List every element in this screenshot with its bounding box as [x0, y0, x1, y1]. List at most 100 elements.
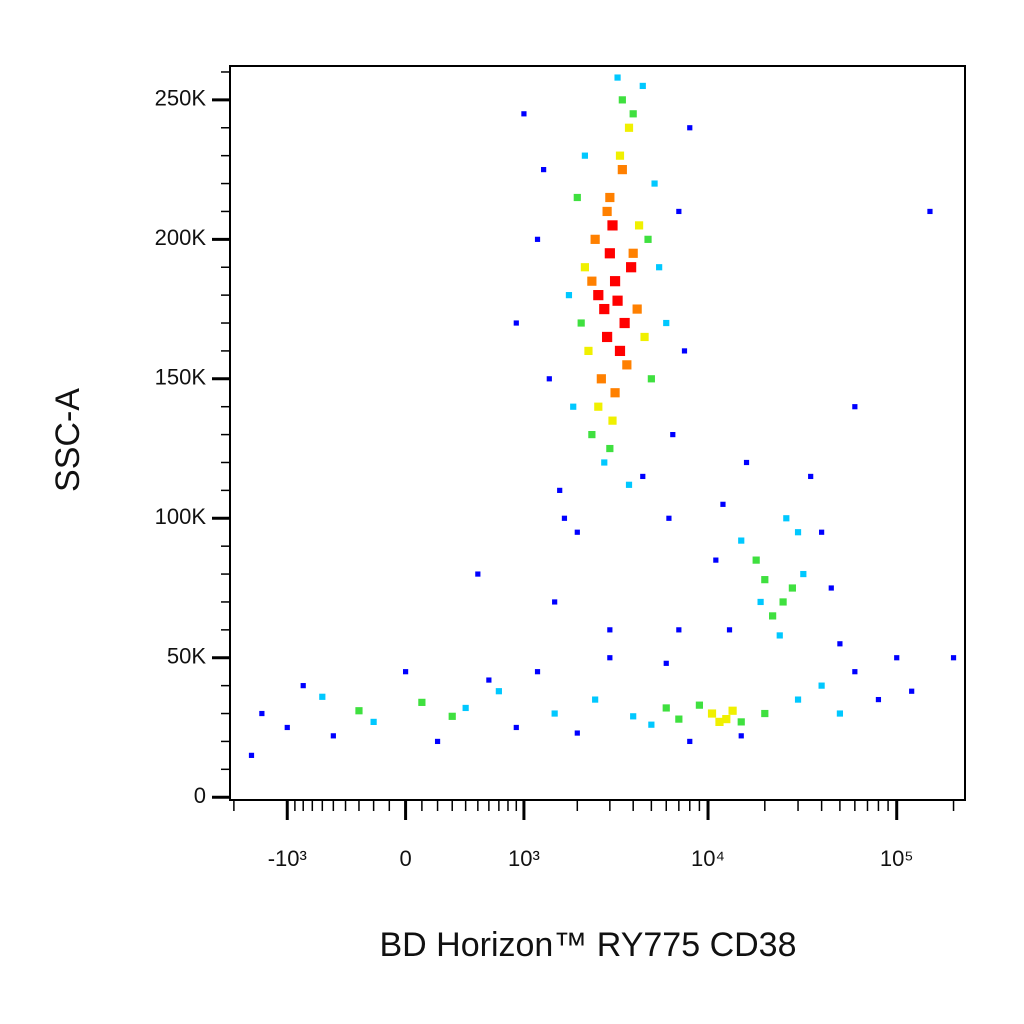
point: [618, 96, 626, 104]
point: [776, 632, 783, 639]
point: [601, 459, 608, 466]
point: [602, 206, 612, 217]
point: [728, 706, 737, 715]
point: [552, 599, 558, 605]
point: [486, 677, 492, 683]
points: [248, 74, 957, 758]
point: [800, 570, 807, 578]
point: [622, 360, 632, 370]
point: [604, 248, 615, 259]
point: [462, 704, 469, 712]
point: [248, 752, 255, 758]
point: [259, 710, 265, 717]
x-tick-label: 10⁴: [691, 846, 725, 871]
point: [593, 290, 604, 301]
point: [594, 402, 603, 411]
x-tick-label: 10³: [508, 846, 540, 871]
point: [610, 388, 620, 398]
point: [587, 276, 597, 286]
point: [670, 431, 676, 438]
point: [577, 319, 585, 327]
point: [808, 473, 814, 480]
point: [551, 710, 558, 717]
point: [828, 585, 834, 591]
x-tick-label: 0: [399, 846, 411, 871]
point: [605, 192, 615, 203]
x-tick-label: -10³: [268, 846, 307, 871]
point: [606, 444, 614, 453]
point: [614, 74, 621, 81]
point: [909, 688, 915, 694]
point: [687, 738, 693, 745]
point: [581, 152, 589, 159]
point: [434, 738, 441, 745]
point: [561, 515, 568, 521]
point: [584, 346, 593, 356]
y-axis-title: SSC-A: [49, 388, 87, 492]
point: [836, 710, 844, 717]
point: [495, 688, 502, 695]
point: [837, 641, 843, 647]
point: [592, 696, 599, 703]
point: [617, 165, 627, 175]
point: [737, 718, 745, 726]
point: [757, 598, 764, 606]
point: [513, 320, 519, 326]
point: [761, 709, 769, 718]
point: [602, 331, 613, 343]
point: [726, 627, 733, 633]
point: [852, 404, 858, 410]
point: [370, 718, 377, 725]
point: [687, 125, 693, 131]
point: [418, 698, 426, 706]
point: [573, 193, 581, 202]
point: [713, 557, 719, 563]
point: [779, 598, 787, 606]
point: [580, 263, 590, 272]
x-axis-title: BD Horizon™ RY775 CD38: [380, 926, 797, 964]
y-tick-label: 50K: [167, 644, 206, 669]
point: [402, 669, 409, 675]
point: [319, 693, 326, 700]
point: [752, 556, 760, 564]
point: [676, 208, 682, 215]
point: [513, 724, 519, 731]
point: [588, 430, 596, 439]
point: [521, 111, 527, 117]
point: [607, 220, 618, 231]
point: [546, 376, 552, 382]
plot-frame: [229, 65, 966, 801]
point: [570, 403, 577, 410]
point: [648, 721, 655, 728]
point: [852, 669, 858, 675]
point: [894, 655, 900, 661]
point: [599, 303, 610, 315]
point: [640, 473, 646, 480]
point: [612, 295, 623, 306]
x-tick-label: 10⁵: [880, 846, 914, 871]
point: [615, 151, 625, 160]
point: [662, 704, 670, 712]
point: [715, 717, 724, 726]
point: [614, 345, 626, 357]
point: [794, 529, 802, 536]
point: [676, 627, 682, 633]
point: [738, 537, 745, 544]
point: [574, 529, 580, 535]
point: [534, 236, 541, 242]
point: [634, 221, 644, 230]
point: [695, 701, 704, 709]
point: [875, 696, 882, 703]
y-tick-label: 100K: [155, 504, 207, 529]
point: [927, 208, 933, 215]
point: [720, 501, 726, 507]
point: [607, 627, 613, 633]
point: [608, 416, 617, 425]
point: [794, 696, 802, 703]
point: [625, 481, 633, 488]
point: [675, 715, 683, 723]
point: [663, 660, 669, 666]
point: [769, 612, 777, 620]
point: [656, 264, 663, 271]
